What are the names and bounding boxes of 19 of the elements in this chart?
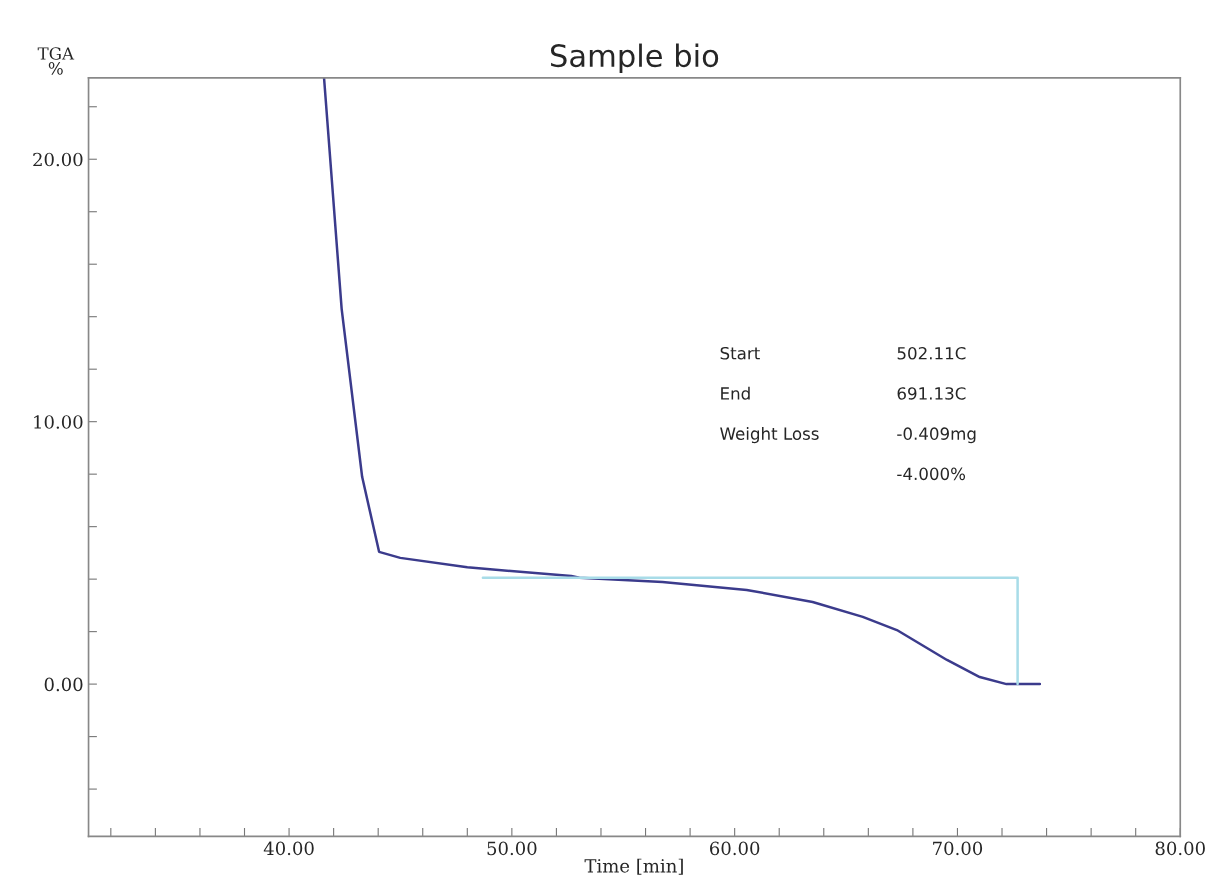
annotation: 691.13C	[897, 387, 966, 400]
line-series	[322, 77, 1042, 686]
y-tick-label: 0.00	[44, 677, 83, 692]
x-axis-title: Time [min]	[584, 858, 683, 875]
annotation: Weight Loss	[720, 427, 819, 444]
x-tick-label: 70.00	[933, 841, 983, 856]
chart-title: Sample bio	[550, 43, 719, 74]
x-tick-label: 50.00	[487, 841, 537, 856]
x-tick-label: 60.00	[710, 841, 760, 856]
y-tick-label: 10.00	[34, 415, 83, 429]
y-axis-title: TGA %	[37, 47, 75, 75]
annotation: -0.409mg	[897, 427, 976, 444]
annotation: 502.11C	[897, 346, 966, 360]
annotation: -4.000%	[897, 467, 966, 481]
x-tick-label: 80.00	[1155, 841, 1205, 856]
annotation: Start	[720, 346, 760, 360]
x-tick-label: 40.00	[263, 841, 314, 856]
annotation: End	[721, 386, 750, 400]
y-tick-label: 20.00	[33, 152, 83, 167]
